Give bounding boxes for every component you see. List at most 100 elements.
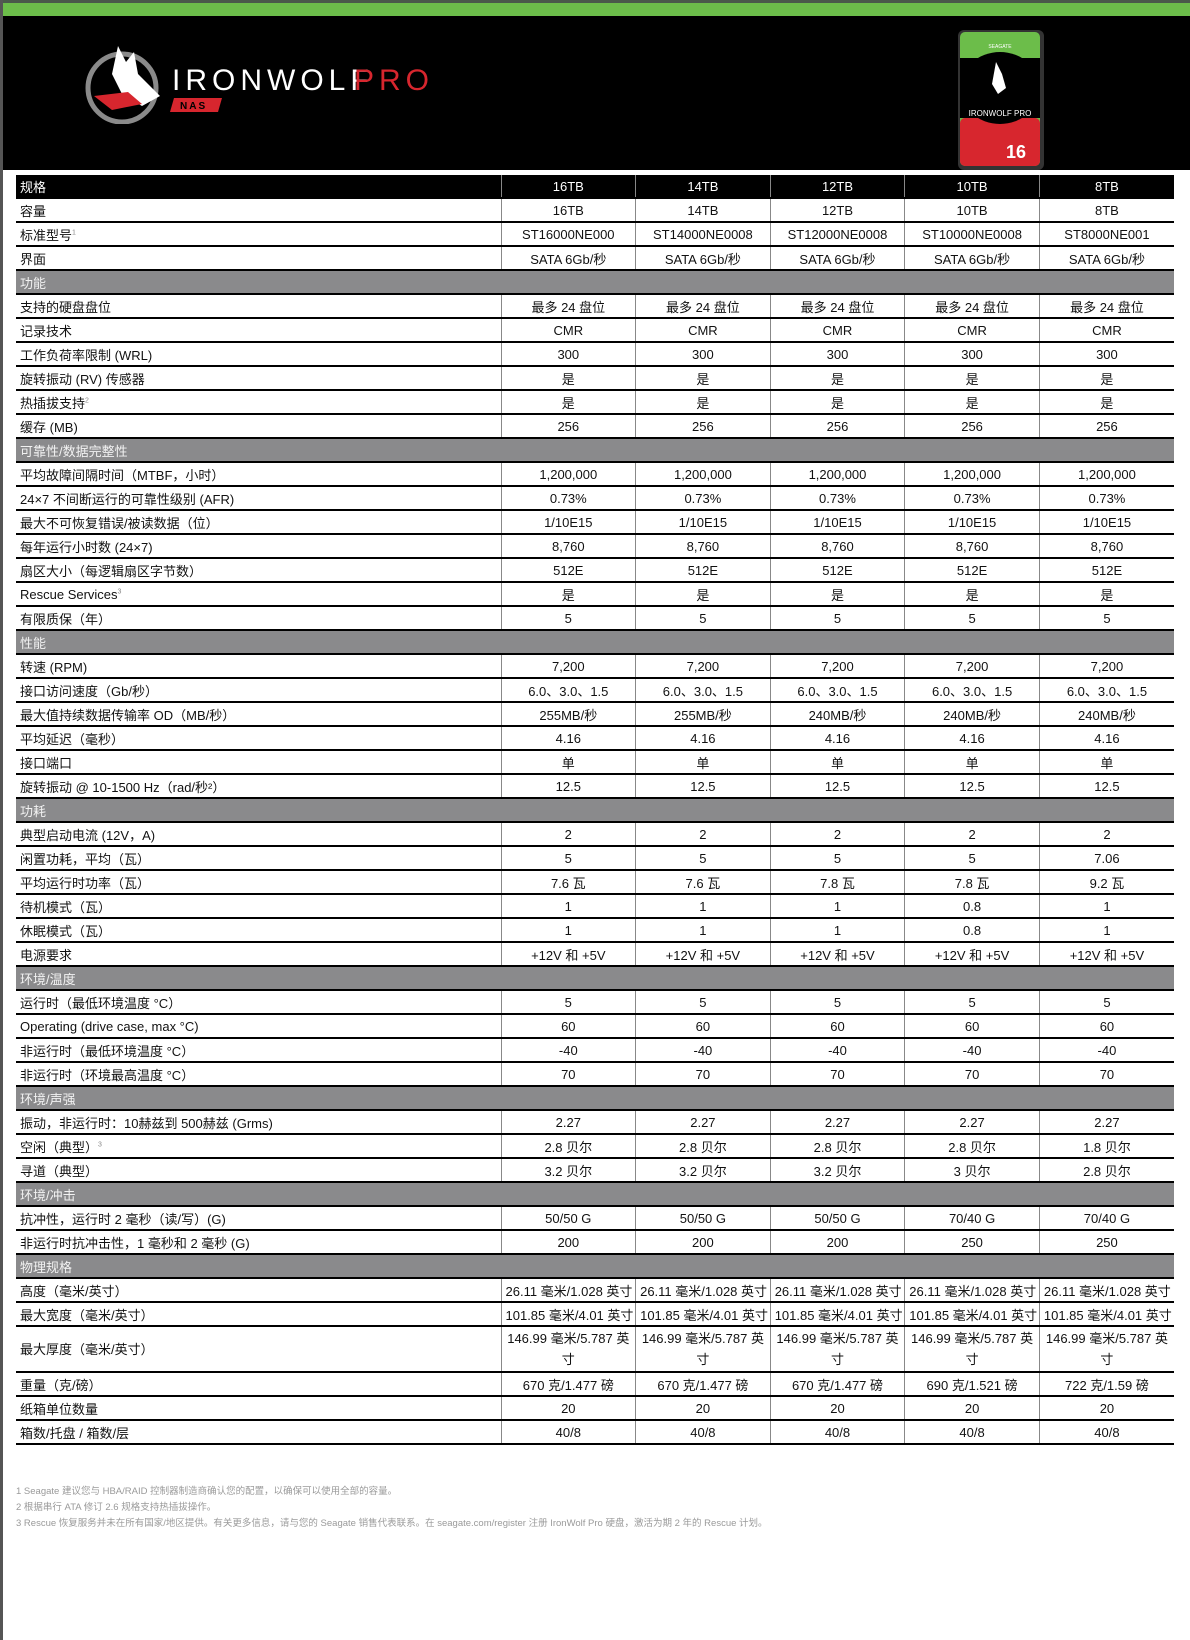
value-cell: 256 <box>635 414 771 439</box>
value-cell: 5 <box>500 606 636 631</box>
table-row: 每年运行小时数 (24×7) 8,760 8,760 8,760 8,760 8,760 <box>16 534 1174 559</box>
value-cell: 1 <box>1038 918 1174 943</box>
section-row: 环境/声强 <box>16 1086 1174 1111</box>
value-cell: 1 <box>500 894 636 919</box>
value-cell: 2 <box>769 822 905 847</box>
value-cell: SATA 6Gb/秒 <box>1038 246 1174 271</box>
value-cell: 最多 24 盘位 <box>1038 294 1174 319</box>
section-title: 性能 <box>16 630 1174 655</box>
row-label-cell: 非运行时（最低环境温度 °C） <box>16 1038 501 1063</box>
section-title: 环境/温度 <box>16 966 1174 991</box>
value-cell: 是 <box>904 582 1040 607</box>
value-cell: 2 <box>1038 822 1174 847</box>
value-cell: 最多 24 盘位 <box>904 294 1040 319</box>
header-capacity: 12TB <box>769 175 905 199</box>
green-accent-bar <box>3 3 1190 16</box>
value-cell: 60 <box>635 1014 771 1039</box>
value-cell: 146.99 毫米/5.787 英寸 <box>635 1326 771 1373</box>
value-cell: 4.16 <box>635 726 771 751</box>
footnotes: 1 Seagate 建议您与 HBA/RAID 控制器制造商确认您的配置，以确保… <box>16 1484 768 1532</box>
table-header-row: 规格 16TB 14TB 12TB 10TB 8TB <box>16 175 1174 199</box>
value-cell: 是 <box>904 390 1040 415</box>
value-cell: ST8000NE001 <box>1038 222 1174 247</box>
value-cell: 6.0、3.0、1.5 <box>904 678 1040 703</box>
value-cell: 255MB/秒 <box>500 702 636 727</box>
value-cell: CMR <box>1038 318 1174 343</box>
value-cell: 26.11 毫米/1.028 英寸 <box>769 1278 905 1303</box>
value-cell: 6.0、3.0、1.5 <box>1038 678 1174 703</box>
row-label: Rescue Services <box>20 586 118 602</box>
value-cell: 5 <box>635 846 771 871</box>
svg-text:IRONWOLF: IRONWOLF <box>172 64 374 97</box>
table-row: 最大厚度（毫米/英寸） 146.99 毫米/5.787 英寸 146.99 毫米/5… <box>16 1326 1174 1373</box>
value-cell: 8,760 <box>1038 534 1174 559</box>
value-cell: 256 <box>1038 414 1174 439</box>
value-cell: +12V 和 +5V <box>635 942 771 967</box>
value-cell: 3.2 贝尔 <box>769 1158 905 1183</box>
value-cell: 70/40 G <box>904 1206 1040 1231</box>
row-label: 扇区大小（每逻辑扇区字节数） <box>20 563 203 579</box>
value-cell: 7.6 瓦 <box>500 870 636 895</box>
value-cell: ST16000NE000 <box>500 222 636 247</box>
value-cell: 2.8 贝尔 <box>1038 1158 1174 1183</box>
table-row: 重量（克/磅） 670 克/1.477 磅 670 克/1.477 磅 670 克/1… <box>16 1372 1174 1397</box>
value-cell: CMR <box>769 318 905 343</box>
value-cell: 1 <box>1038 894 1174 919</box>
table-row: 非运行时（环境最高温度 °C） 70 70 70 70 70 <box>16 1062 1174 1087</box>
value-cell: 20 <box>769 1396 905 1421</box>
row-label: 闲置功耗，平均（瓦） <box>20 851 151 867</box>
row-label-cell: 振动，非运行时：10赫兹到 500赫兹 (Grms) <box>16 1110 501 1135</box>
value-cell: 146.99 毫米/5.787 英寸 <box>500 1326 636 1373</box>
value-cell: -40 <box>769 1038 905 1063</box>
value-cell: 5 <box>904 606 1040 631</box>
value-cell: 0.8 <box>904 894 1040 919</box>
value-cell: 2 <box>500 822 636 847</box>
value-cell: 26.11 毫米/1.028 英寸 <box>500 1278 636 1303</box>
value-cell: 最多 24 盘位 <box>769 294 905 319</box>
header-capacity: 10TB <box>904 175 1040 199</box>
value-cell: 是 <box>635 582 771 607</box>
row-label: 典型启动电流 (12V，A) <box>20 827 156 843</box>
value-cell: 101.85 毫米/4.01 英寸 <box>500 1302 636 1327</box>
section-row: 环境/冲击 <box>16 1182 1174 1207</box>
value-cell: 670 克/1.477 磅 <box>769 1372 905 1397</box>
value-cell: 是 <box>1038 390 1174 415</box>
value-cell: 1,200,000 <box>1038 462 1174 487</box>
row-label: 容量 <box>20 203 47 219</box>
value-cell: 0.73% <box>1038 486 1174 511</box>
value-cell: 是 <box>500 366 636 391</box>
value-cell: 255MB/秒 <box>635 702 771 727</box>
row-label: 标准型号 <box>20 227 73 243</box>
header-label: 规格 <box>16 175 501 199</box>
value-cell: 1/10E15 <box>904 510 1040 535</box>
value-cell: 3.2 贝尔 <box>635 1158 771 1183</box>
value-cell: 250 <box>1038 1230 1174 1255</box>
table-row: 有限质保（年） 5 5 5 5 5 <box>16 606 1174 631</box>
value-cell: 512E <box>904 558 1040 583</box>
value-cell: 0.8 <box>904 918 1040 943</box>
section-title: 功耗 <box>16 798 1174 823</box>
row-label-cell: 接口端口 <box>16 750 501 775</box>
value-cell: 2.27 <box>500 1110 636 1135</box>
svg-text:PRO: PRO <box>354 64 434 97</box>
row-label-cell: 非运行时（环境最高温度 °C） <box>16 1062 501 1087</box>
row-label: 平均运行时功率（瓦） <box>20 875 151 891</box>
table-row: 平均运行时功率（瓦） 7.6 瓦 7.6 瓦 7.8 瓦 7.8 瓦 9.2 瓦 <box>16 870 1174 895</box>
row-label-cell: 24×7 不间断运行的可靠性级别 (AFR) <box>16 486 501 511</box>
header-capacity: 8TB <box>1038 175 1174 199</box>
table-row: 闲置功耗，平均（瓦） 5 5 5 5 7.06 <box>16 846 1174 871</box>
value-cell: 7,200 <box>1038 654 1174 679</box>
value-cell: 7,200 <box>500 654 636 679</box>
value-cell: 6.0、3.0、1.5 <box>769 678 905 703</box>
value-cell: 60 <box>500 1014 636 1039</box>
row-label: 旋转振动 (RV) 传感器 <box>20 371 145 387</box>
table-row: 纸箱单位数量 20 20 20 20 20 <box>16 1396 1174 1421</box>
table-row: 界面 SATA 6Gb/秒 SATA 6Gb/秒 SATA 6Gb/秒 SATA 6Gb… <box>16 246 1174 271</box>
row-label: 接口端口 <box>20 755 73 771</box>
row-label: 接口访问速度（Gb/秒） <box>20 683 158 699</box>
row-label-cell: 待机模式（瓦） <box>16 894 501 919</box>
table-row: 休眠模式（瓦） 1 1 1 0.8 1 <box>16 918 1174 943</box>
value-cell: +12V 和 +5V <box>904 942 1040 967</box>
value-cell: 5 <box>904 990 1040 1015</box>
value-cell: 4.16 <box>500 726 636 751</box>
